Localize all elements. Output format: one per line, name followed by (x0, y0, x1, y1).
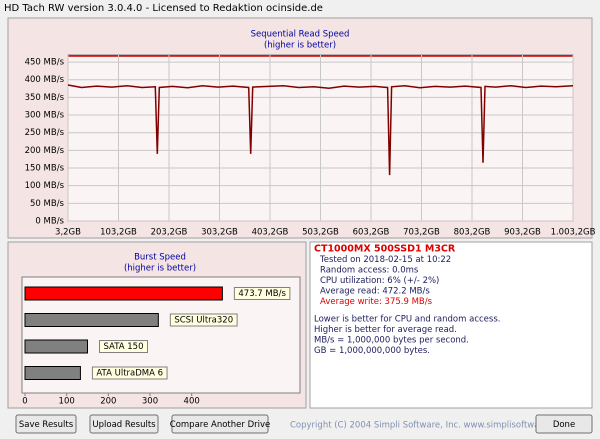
x-tick-label: 0 (22, 397, 27, 407)
button-face[interactable] (171, 414, 269, 434)
x-tick-label: 803,2GB (454, 228, 491, 238)
y-tick-label: 350 MB/s (25, 93, 65, 103)
value-label-text: SCSI Ultra320 (174, 316, 233, 326)
x-tick-label: 703,2GB (403, 228, 440, 238)
read-subtitle: (higher is better) (264, 41, 336, 51)
value-label-box (233, 287, 291, 300)
button[interactable]: Upload Results (89, 414, 159, 434)
value-label-text: 473.7 MB/s (238, 289, 286, 299)
burst-bar (24, 339, 88, 354)
info-note: GB = 1,000,000,000 bytes. (314, 346, 430, 356)
value-label: SCSI Ultra320 (169, 313, 238, 327)
x-tick-label: 603,2GB (353, 228, 390, 238)
x-tick-label: 903,2GB (504, 228, 541, 238)
x-tick-label: 1.003,2GB (551, 228, 596, 238)
info-panel (309, 241, 593, 409)
burst-bar (24, 313, 159, 327)
x-tick-label: 403,2GB (252, 228, 289, 238)
info-note: MB/s = 1,000,000 bytes per second. (314, 336, 469, 346)
value-label-box (99, 340, 148, 353)
value-label: 473.7 MB/s (233, 287, 291, 300)
read-line (67, 84, 574, 176)
x-tick-label: 503,2GB (302, 228, 339, 238)
x-tick-label: 200 (100, 397, 116, 407)
button-label[interactable]: Done (553, 420, 575, 430)
x-tick-label: 3,2GB (55, 228, 81, 238)
button-face[interactable] (89, 414, 159, 434)
button-label[interactable]: Save Results (19, 420, 74, 430)
y-tick-label: 0 MB/s (35, 217, 64, 227)
value-label-text: ATA UltraDMA 6 (96, 369, 163, 379)
x-tick-label: 103,2GB (100, 228, 137, 238)
window-title: HD Tach RW version 3.0.4.0 - Licensed to… (4, 3, 323, 14)
copyright: Copyright (C) 2004 Simpli Software, Inc.… (290, 421, 569, 431)
x-tick-label: 303,2GB (201, 228, 238, 238)
burst-bar (24, 286, 223, 301)
info-line: CPU utilization: 6% (+/- 2%) (320, 276, 439, 286)
y-tick-label: 400 MB/s (25, 75, 65, 85)
x-tick-label: 300 (142, 397, 158, 407)
y-tick-label: 50 MB/s (30, 199, 65, 209)
burst-title: Burst Speed (134, 253, 186, 263)
info-note: Lower is better for CPU and random acces… (314, 315, 500, 325)
burst-bar (24, 366, 81, 380)
y-tick-label: 300 MB/s (25, 111, 65, 121)
y-tick-label: 200 MB/s (25, 146, 65, 156)
button[interactable]: Save Results (15, 414, 77, 434)
value-label: SATA 150 (99, 340, 148, 353)
button[interactable]: Done (535, 414, 593, 434)
value-label-box (169, 313, 238, 327)
info-note: Higher is better for average read. (314, 325, 457, 335)
button[interactable]: Compare Another Drive (170, 414, 270, 434)
x-tick-label: 203,2GB (151, 228, 188, 238)
y-tick-label: 450 MB/s (25, 58, 65, 68)
info-line: Random access: 0.0ms (320, 266, 419, 276)
value-label-box (91, 366, 168, 380)
button-label[interactable]: Compare Another Drive (170, 420, 270, 430)
drive-name: CT1000MX 500SSD1 M3CR (314, 244, 456, 255)
x-tick-label: 400 (184, 397, 200, 407)
value-label-text: SATA 150 (104, 342, 144, 352)
value-label: ATA UltraDMA 6 (91, 366, 168, 380)
x-tick-label: 100 (59, 397, 75, 407)
burst-subtitle: (higher is better) (124, 264, 196, 274)
info-line: Tested on 2018-02-15 at 10:22 (319, 255, 451, 265)
y-tick-label: 250 MB/s (25, 128, 65, 138)
info-line: Average write: 375.9 MB/s (320, 297, 433, 307)
button-label[interactable]: Upload Results (92, 420, 156, 430)
y-tick-label: 150 MB/s (25, 164, 65, 174)
read-title: Sequential Read Speed (251, 30, 350, 40)
button-face[interactable] (15, 414, 77, 434)
y-tick-label: 100 MB/s (25, 181, 65, 191)
button-face[interactable] (535, 414, 593, 434)
info-line: Average read: 472.2 MB/s (320, 287, 430, 297)
